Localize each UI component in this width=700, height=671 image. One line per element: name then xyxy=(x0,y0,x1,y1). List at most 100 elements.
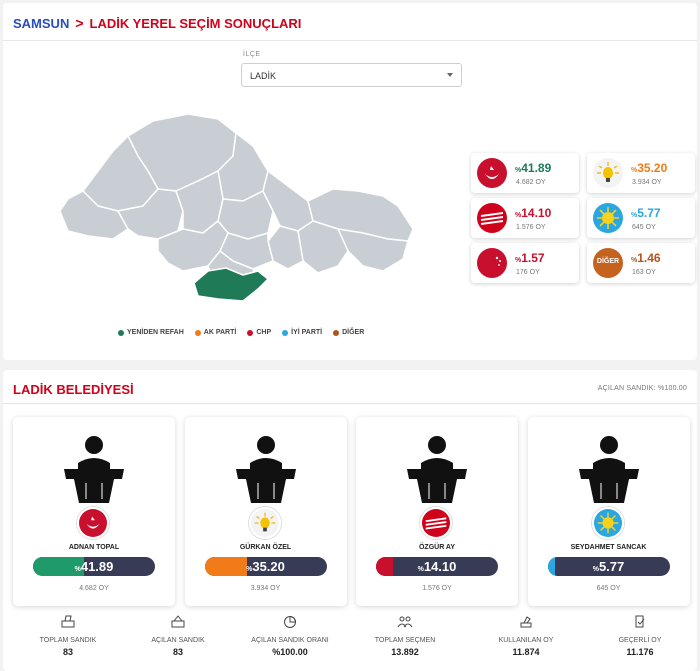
percent-value: 35.20 xyxy=(637,161,668,175)
district-label: İLÇE xyxy=(243,51,261,58)
legend-dot xyxy=(333,329,340,336)
candidate-card[interactable]: GÜRKAN ÖZEL %35.20 3.934 OY xyxy=(184,417,347,606)
chevron-down-icon xyxy=(447,73,453,77)
candidate-name: SEYDAHMET SANCAK xyxy=(570,544,647,551)
ballot-box-icon xyxy=(13,615,123,633)
yeniden-refah-logo-icon xyxy=(77,507,109,539)
district-select-value: LADİK xyxy=(250,71,277,81)
party-result-card[interactable]: %1.57 176 OY xyxy=(471,243,579,283)
percent-prefix: % xyxy=(631,257,638,264)
stat-value: 13.892 xyxy=(391,647,419,657)
party-result-card[interactable]: %41.89 4.682 OY xyxy=(471,153,579,193)
stat-value: 11.176 xyxy=(626,647,654,657)
candidate-card[interactable]: ADNAN TOPAL %41.89 4.682 OY xyxy=(13,417,175,606)
party-percent: %5.77 xyxy=(631,206,661,220)
percent-prefix: % xyxy=(515,257,522,264)
percent-prefix: % xyxy=(592,566,599,573)
legend-dot xyxy=(194,329,201,336)
yeniden-refah-logo-icon xyxy=(477,158,507,188)
map-district[interactable] xyxy=(157,220,229,272)
legend-label: DİĞER xyxy=(342,329,365,336)
percent-value: 41.89 xyxy=(80,559,114,574)
party-result-card[interactable]: %5.77 645 OY xyxy=(587,198,695,238)
percent-prefix: % xyxy=(417,566,424,573)
podium-icon xyxy=(232,435,300,508)
stat-item: TOPLAM SANDIK 83 xyxy=(13,615,123,657)
party-percent: %41.89 xyxy=(515,161,551,175)
podium-icon xyxy=(60,435,128,508)
candidate-card[interactable]: SEYDAHMET SANCAK %5.77 645 OY xyxy=(527,417,690,606)
party-percent: %35.20 xyxy=(631,161,667,175)
district-select[interactable]: LADİK xyxy=(241,63,462,87)
stat-label: TOPLAM SANDIK xyxy=(39,637,97,644)
legend-label: AK PARTİ xyxy=(203,329,237,336)
vote-share-fill xyxy=(204,557,248,576)
legend-dot xyxy=(247,329,254,336)
percent-value: 1.46 xyxy=(637,251,661,265)
percent-prefix: % xyxy=(631,212,638,219)
percent-value: 14.10 xyxy=(423,559,457,574)
opened-ballot-rate: AÇILAN SANDIK: %100.00 xyxy=(597,385,687,392)
municipality-title: LADİK BELEDİYESİ xyxy=(13,382,134,397)
chp-logo-icon xyxy=(477,203,507,233)
map-district-ladik[interactable] xyxy=(193,267,269,302)
election-stats: TOPLAM SANDIK 83 AÇILAN SANDIK 83 AÇILAN SAN… xyxy=(3,615,697,671)
percent-value: 41.89 xyxy=(521,161,552,175)
legend-label: YENİDEN REFAH xyxy=(127,329,184,336)
legend-item: İYİ PARTİ xyxy=(282,329,322,336)
header-divider xyxy=(3,40,697,41)
candidate-votes: 645 OY xyxy=(596,585,621,592)
stat-label: AÇILAN SANDIK ORANI xyxy=(251,637,329,644)
results-overview-panel: SAMSUN > LADİK YEREL SEÇİM SONUÇLARI İLÇ… xyxy=(3,3,697,360)
party-percent: %1.57 xyxy=(515,251,545,265)
party-votes: 645 OY xyxy=(632,224,656,231)
candidate-votes: 4.682 OY xyxy=(79,585,109,592)
percent-value: 5.77 xyxy=(637,206,661,220)
vote-cast-icon xyxy=(471,615,581,633)
stat-label: GEÇERLİ OY xyxy=(618,637,662,644)
percent-value: 14.10 xyxy=(521,206,552,220)
percent-value: 35.20 xyxy=(252,559,285,574)
candidate-percent: %5.77 xyxy=(548,559,670,574)
legend-label: CHP xyxy=(256,329,272,336)
percent-prefix: % xyxy=(74,566,81,573)
candidate-name: ÖZGÜR AY xyxy=(418,544,456,551)
candidate-votes: 1.576 OY xyxy=(422,585,452,592)
section-divider xyxy=(3,403,697,404)
stat-value: 83 xyxy=(62,647,73,657)
legend-dot xyxy=(118,329,124,336)
stat-item: KULLANILAN OY 11.874 xyxy=(471,615,581,657)
diger-logo-text: DİĞER xyxy=(596,258,620,265)
percent-prefix: % xyxy=(246,566,253,573)
legend-item: AK PARTİ xyxy=(194,329,237,336)
breadcrumb-city-link[interactable]: SAMSUN xyxy=(13,15,70,31)
stat-item: AÇILAN SANDIK ORANI %100.00 xyxy=(235,615,345,657)
saadet-logo-icon xyxy=(477,248,507,278)
stat-value: 11.874 xyxy=(512,647,540,657)
candidate-card[interactable]: ÖZGÜR AY %14.10 1.576 OY xyxy=(356,417,518,606)
legend-item: CHP xyxy=(247,329,271,336)
map-district[interactable] xyxy=(267,225,304,270)
map-district[interactable] xyxy=(59,190,129,240)
page-title: LADİK YEREL SEÇİM SONUÇLARI xyxy=(89,15,302,31)
candidate-percent: %41.89 xyxy=(33,559,155,574)
stat-label: KULLANILAN OY xyxy=(498,637,554,644)
stat-item: GEÇERLİ OY 11.176 xyxy=(585,615,695,657)
vote-share-bar: %41.89 xyxy=(33,557,155,576)
vote-share-bar: %14.10 xyxy=(376,557,498,576)
percent-value: 1.57 xyxy=(521,251,545,265)
party-result-card[interactable]: %35.20 3.934 OY xyxy=(587,153,695,193)
municipality-panel: LADİK BELEDİYESİ AÇILAN SANDIK: %100.00 … xyxy=(3,370,697,671)
open-ballot-box-icon xyxy=(123,615,233,633)
party-result-card[interactable]: DİĞER %1.46 163 OY xyxy=(587,243,695,283)
party-result-card[interactable]: %14.10 1.576 OY xyxy=(471,198,579,238)
iyi-parti-logo-icon xyxy=(591,507,624,539)
map-district[interactable] xyxy=(117,188,184,240)
map-district[interactable] xyxy=(337,228,409,272)
vote-share-fill xyxy=(376,557,394,576)
map-district[interactable] xyxy=(297,220,349,274)
party-votes: 4.682 OY xyxy=(516,179,546,186)
podium-icon xyxy=(403,435,471,508)
breadcrumb-separator: > xyxy=(75,15,84,31)
percent-prefix: % xyxy=(515,212,522,219)
